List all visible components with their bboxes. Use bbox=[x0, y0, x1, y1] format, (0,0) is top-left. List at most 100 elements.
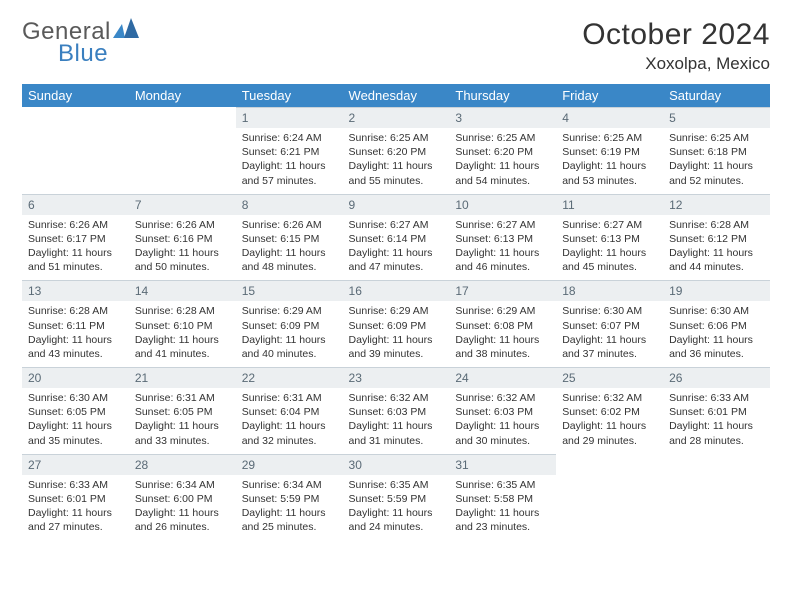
daylight-line: Daylight: 11 hours and 38 minutes. bbox=[455, 334, 539, 360]
sunrise-line: Sunrise: 6:25 AM bbox=[349, 132, 429, 144]
day-number: 2 bbox=[343, 107, 450, 128]
day-data: Sunrise: 6:29 AMSunset: 6:09 PMDaylight:… bbox=[343, 301, 450, 367]
daylight-line: Daylight: 11 hours and 52 minutes. bbox=[669, 160, 753, 186]
sunset-line: Sunset: 6:00 PM bbox=[135, 493, 213, 505]
sunrise-line: Sunrise: 6:31 AM bbox=[135, 392, 215, 404]
day-number: 9 bbox=[343, 194, 450, 215]
day-header-cell: Monday bbox=[129, 84, 236, 107]
sunset-line: Sunset: 6:20 PM bbox=[455, 146, 533, 158]
day-number: 20 bbox=[22, 367, 129, 388]
daylight-line: Daylight: 11 hours and 44 minutes. bbox=[669, 247, 753, 273]
day-data: Sunrise: 6:28 AMSunset: 6:11 PMDaylight:… bbox=[22, 301, 129, 367]
calendar-week-row: 27Sunrise: 6:33 AMSunset: 6:01 PMDayligh… bbox=[22, 454, 770, 541]
sunrise-line: Sunrise: 6:35 AM bbox=[349, 479, 429, 491]
calendar-day-cell: 18Sunrise: 6:30 AMSunset: 6:07 PMDayligh… bbox=[556, 280, 663, 367]
day-number: 8 bbox=[236, 194, 343, 215]
calendar-day-cell: 16Sunrise: 6:29 AMSunset: 6:09 PMDayligh… bbox=[343, 280, 450, 367]
day-header-cell: Tuesday bbox=[236, 84, 343, 107]
calendar-day-cell: 21 Sunrise: 6:31 AM Sunset: 6:05 PM Dayligh… bbox=[129, 367, 236, 454]
daylight-line: Daylight: 11 hours and 35 minutes. bbox=[28, 420, 112, 446]
sunset-line: Sunset: 6:16 PM bbox=[135, 233, 213, 245]
day-number: 4 bbox=[556, 107, 663, 128]
sunrise-line: Sunrise: 6:28 AM bbox=[669, 219, 749, 231]
daylight-line: Daylight: 11 hours and 31 minutes. bbox=[349, 420, 433, 446]
calendar-day-cell: 22Sunrise: 6:31 AMSunset: 6:04 PMDayligh… bbox=[236, 367, 343, 454]
sunrise-line: Sunrise: 6:24 AM bbox=[242, 132, 322, 144]
sunrise-line: Sunrise: 6:34 AM bbox=[135, 479, 215, 491]
day-data: Sunrise: 6:25 AMSunset: 6:20 PMDaylight:… bbox=[343, 128, 450, 194]
calendar-day-cell: 3Sunrise: 6:25 AMSunset: 6:20 PMDaylight… bbox=[449, 107, 556, 194]
calendar-day-cell: 25Sunrise: 6:32 AMSunset: 6:02 PMDayligh… bbox=[556, 367, 663, 454]
calendar-day-cell: 29 Sunrise: 6:34 AM Sunset: 5:59 PM Dayligh… bbox=[236, 454, 343, 541]
calendar-day-cell bbox=[22, 107, 129, 194]
sunset-line: Sunset: 5:58 PM bbox=[455, 493, 533, 505]
daylight-line: Daylight: 11 hours and 53 minutes. bbox=[562, 160, 646, 186]
day-number: 25 bbox=[556, 367, 663, 388]
sunrise-line: Sunrise: 6:33 AM bbox=[669, 392, 749, 404]
sunset-line: Sunset: 6:06 PM bbox=[669, 320, 747, 332]
calendar-day-cell: 30Sunrise: 6:35 AMSunset: 5:59 PMDayligh… bbox=[343, 454, 450, 541]
calendar-day-cell: 27Sunrise: 6:33 AMSunset: 6:01 PMDayligh… bbox=[22, 454, 129, 541]
daylight-line: Daylight: 11 hours and 33 minutes. bbox=[135, 420, 219, 446]
sunrise-line: Sunrise: 6:34 AM bbox=[242, 479, 322, 491]
day-data: Sunrise: 6:26 AMSunset: 6:17 PMDaylight:… bbox=[22, 215, 129, 281]
daylight-line: Daylight: 11 hours and 55 minutes. bbox=[349, 160, 433, 186]
day-data: Sunrise: 6:35 AMSunset: 5:59 PMDaylight:… bbox=[343, 475, 450, 541]
calendar-day-cell: 9Sunrise: 6:27 AMSunset: 6:14 PMDaylight… bbox=[343, 194, 450, 281]
day-data: Sunrise: 6:29 AMSunset: 6:09 PMDaylight:… bbox=[236, 301, 343, 367]
day-number: 12 bbox=[663, 194, 770, 215]
sunset-line: Sunset: 6:05 PM bbox=[135, 406, 213, 418]
day-number: 3 bbox=[449, 107, 556, 128]
calendar-day-cell: 6Sunrise: 6:26 AMSunset: 6:17 PMDaylight… bbox=[22, 194, 129, 281]
calendar-day-cell: 26Sunrise: 6:33 AMSunset: 6:01 PMDayligh… bbox=[663, 367, 770, 454]
day-number: 18 bbox=[556, 280, 663, 301]
calendar-day-cell: 24Sunrise: 6:32 AMSunset: 6:03 PMDayligh… bbox=[449, 367, 556, 454]
calendar-day-cell: 20Sunrise: 6:30 AMSunset: 6:05 PMDayligh… bbox=[22, 367, 129, 454]
daylight-line: Daylight: 11 hours and 29 minutes. bbox=[562, 420, 646, 446]
sunrise-line: Sunrise: 6:32 AM bbox=[562, 392, 642, 404]
sunset-line: Sunset: 6:11 PM bbox=[28, 320, 105, 332]
calendar-day-cell bbox=[663, 454, 770, 541]
daylight-line: Daylight: 11 hours and 41 minutes. bbox=[135, 334, 219, 360]
day-data: Sunrise: 6:34 AM Sunset: 5:59 PM Daylight:… bbox=[236, 475, 343, 541]
sunset-line: Sunset: 6:13 PM bbox=[562, 233, 640, 245]
day-number: 31 bbox=[449, 454, 556, 475]
sunset-line: Sunset: 6:14 PM bbox=[349, 233, 427, 245]
calendar-day-cell: 12 Sunrise: 6:28 AM Sunset: 6:12 PM Dayligh… bbox=[663, 194, 770, 281]
calendar-day-cell: 1Sunrise: 6:24 AMSunset: 6:21 PMDaylight… bbox=[236, 107, 343, 194]
sunrise-line: Sunrise: 6:32 AM bbox=[349, 392, 429, 404]
daylight-line: Daylight: 11 hours and 25 minutes. bbox=[242, 507, 326, 533]
sunset-line: Sunset: 5:59 PM bbox=[242, 493, 320, 505]
day-data: Sunrise: 6:25 AMSunset: 6:19 PMDaylight:… bbox=[556, 128, 663, 194]
calendar-day-cell: 10Sunrise: 6:27 AMSunset: 6:13 PMDayligh… bbox=[449, 194, 556, 281]
calendar-day-cell: 11Sunrise: 6:27 AMSunset: 6:13 PMDayligh… bbox=[556, 194, 663, 281]
calendar-day-cell: 19Sunrise: 6:30 AMSunset: 6:06 PMDayligh… bbox=[663, 280, 770, 367]
calendar-week-row: 20Sunrise: 6:30 AMSunset: 6:05 PMDayligh… bbox=[22, 367, 770, 454]
calendar-day-cell: 23Sunrise: 6:32 AMSunset: 6:03 PMDayligh… bbox=[343, 367, 450, 454]
calendar-page: GeneralBlue October 2024 Xoxolpa, Mexico… bbox=[0, 0, 792, 540]
daylight-line: Daylight: 11 hours and 43 minutes. bbox=[28, 334, 112, 360]
day-number: 29 bbox=[236, 454, 343, 475]
daylight-line: Daylight: 11 hours and 57 minutes. bbox=[242, 160, 326, 186]
sunset-line: Sunset: 6:15 PM bbox=[242, 233, 320, 245]
day-number: 14 bbox=[129, 280, 236, 301]
daylight-line: Daylight: 11 hours and 50 minutes. bbox=[135, 247, 219, 273]
logo-text-b: Blue bbox=[58, 42, 139, 66]
sunrise-line: Sunrise: 6:27 AM bbox=[455, 219, 535, 231]
sunset-line: Sunset: 6:21 PM bbox=[242, 146, 320, 158]
calendar-table: SundayMondayTuesdayWednesdayThursdayFrid… bbox=[22, 84, 770, 540]
day-number: 15 bbox=[236, 280, 343, 301]
calendar-week-row: 6Sunrise: 6:26 AMSunset: 6:17 PMDaylight… bbox=[22, 194, 770, 281]
sunset-line: Sunset: 6:09 PM bbox=[242, 320, 320, 332]
calendar-day-cell: 8Sunrise: 6:26 AMSunset: 6:15 PMDaylight… bbox=[236, 194, 343, 281]
day-number: 21 bbox=[129, 367, 236, 388]
sunrise-line: Sunrise: 6:26 AM bbox=[242, 219, 322, 231]
day-number: 10 bbox=[449, 194, 556, 215]
day-data: Sunrise: 6:27 AMSunset: 6:13 PMDaylight:… bbox=[556, 215, 663, 281]
page-header: GeneralBlue October 2024 Xoxolpa, Mexico bbox=[22, 18, 770, 74]
sunset-line: Sunset: 5:59 PM bbox=[349, 493, 427, 505]
day-data: Sunrise: 6:27 AMSunset: 6:13 PMDaylight:… bbox=[449, 215, 556, 281]
day-number: 22 bbox=[236, 367, 343, 388]
sunset-line: Sunset: 6:12 PM bbox=[669, 233, 747, 245]
calendar-day-cell: 14Sunrise: 6:28 AMSunset: 6:10 PMDayligh… bbox=[129, 280, 236, 367]
